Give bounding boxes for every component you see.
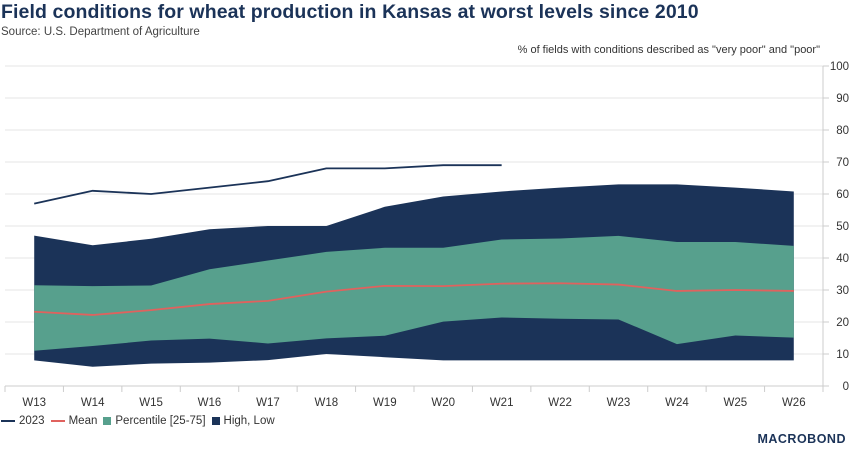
y-tick-label: 60 (836, 189, 849, 201)
legend-label-2023: 2023 (19, 415, 45, 427)
x-tick-label: W18 (315, 397, 339, 409)
percentile-band (34, 235, 794, 351)
chart-title: Field conditions for wheat production in… (1, 1, 699, 23)
x-tick-label: W17 (256, 397, 280, 409)
y-tick-label: 20 (836, 317, 849, 329)
legend-swatch-percentile (103, 417, 112, 425)
x-tick-label: W16 (198, 397, 222, 409)
axes: 0 10 20 30 40 50 60 70 80 90 100 W13 W14 W15 W16 W17 W18… (4, 61, 849, 409)
y-tick-label: 10 (836, 349, 849, 361)
legend-item-percentile: Percentile [25-75] (103, 415, 206, 427)
y-tick-label: 30 (836, 285, 849, 297)
x-tick-label: W14 (81, 397, 105, 409)
y-tick-label: 70 (836, 157, 849, 169)
x-tick-label: W24 (665, 397, 689, 409)
legend-item-2023: 2023 (1, 415, 45, 427)
line-2023 (34, 164, 502, 205)
bands (34, 184, 794, 367)
y-tick-label: 40 (836, 253, 849, 265)
y-tick-label: 90 (836, 93, 849, 105)
legend-item-high-low: High, Low (211, 415, 275, 427)
x-tick-label: W19 (373, 397, 397, 409)
x-tick-label: W15 (139, 397, 163, 409)
legend-item-mean: Mean (50, 415, 98, 427)
x-tick-label: W13 (22, 397, 46, 409)
y-tick-label: 50 (836, 221, 849, 233)
legend-label-mean: Mean (68, 415, 98, 427)
mean-line (34, 282, 794, 316)
legend-swatch-high-low (211, 417, 220, 425)
y-axis-label: % of fields with conditions described as… (517, 44, 820, 56)
x-tick-label: W25 (724, 397, 748, 409)
series-lines (34, 164, 794, 316)
y-tick-label: 100 (830, 61, 849, 73)
y-tick-label: 80 (836, 125, 849, 137)
legend-swatch-mean (50, 420, 65, 422)
x-tick-label: W23 (607, 397, 631, 409)
legend-label-high-low: High, Low (223, 415, 275, 427)
legend: 2023 Mean Percentile [25-75] High, Low (1, 415, 281, 427)
legend-swatch-2023 (1, 420, 15, 422)
x-tick-label: W26 (782, 397, 806, 409)
x-tick-label: W22 (548, 397, 572, 409)
legend-label-percentile: Percentile [25-75] (115, 415, 206, 427)
y-tick-label: 0 (843, 381, 849, 393)
x-tick-label: W20 (431, 397, 455, 409)
x-tick-label: W21 (490, 397, 514, 409)
macrobond-logo: MACROBOND (757, 432, 846, 446)
chart-source: Source: U.S. Department of Agriculture (1, 26, 200, 38)
